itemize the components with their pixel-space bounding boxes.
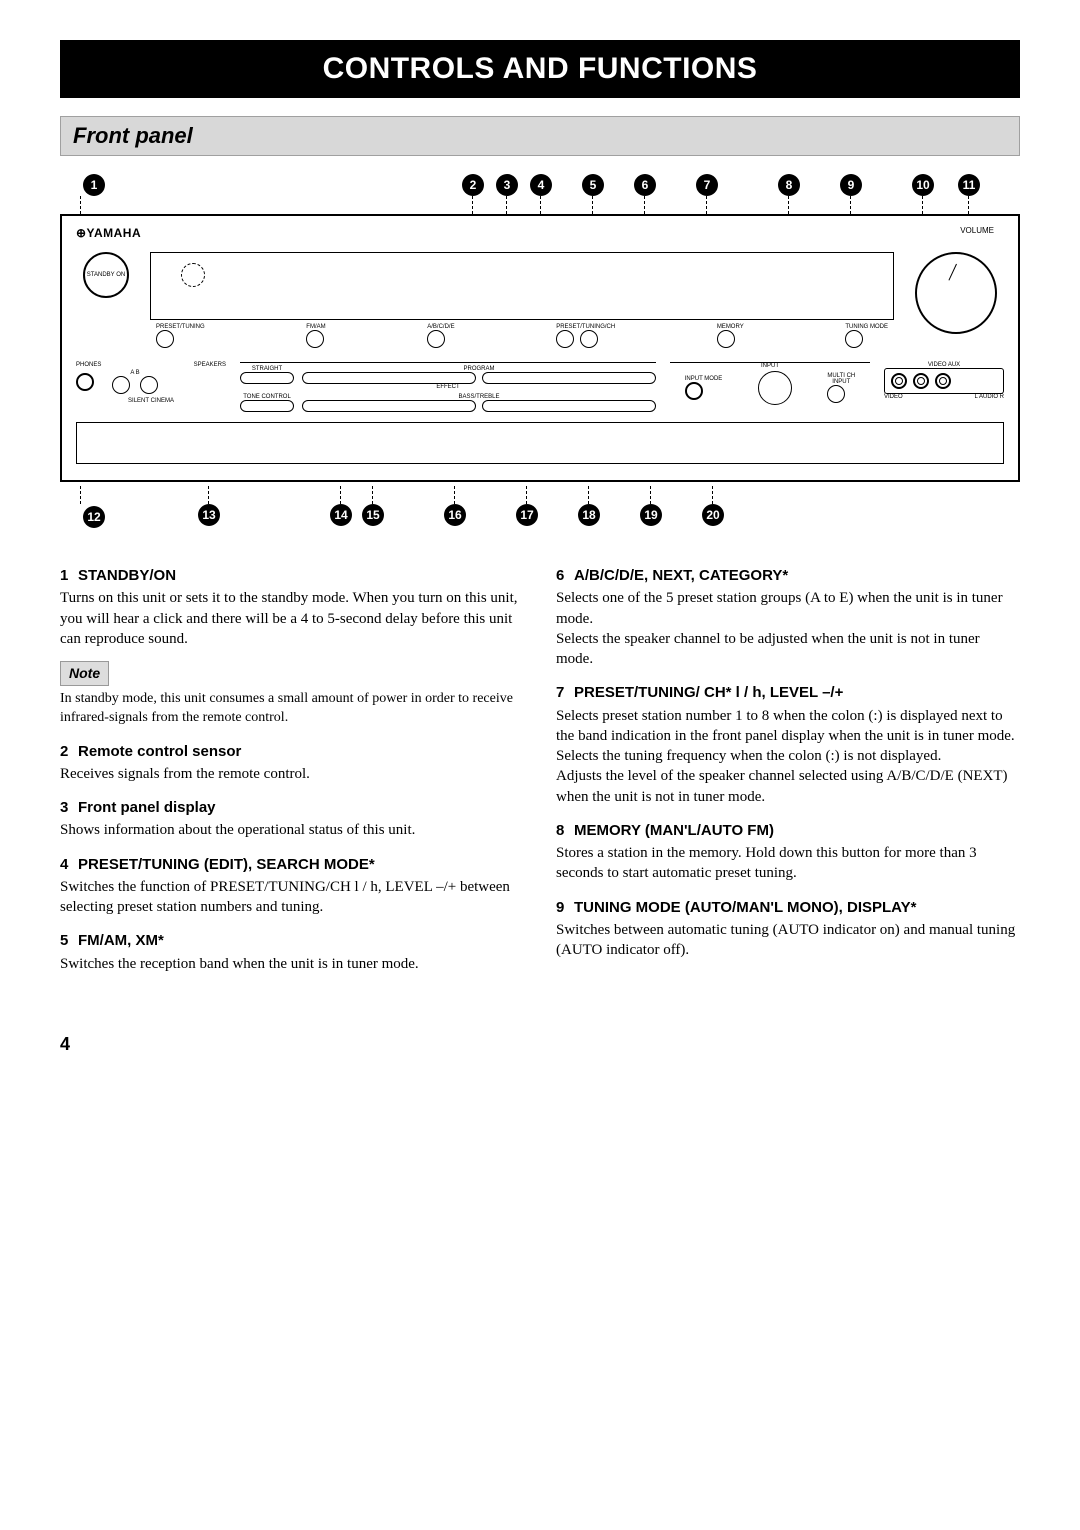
callout-4: 4 xyxy=(530,174,552,196)
abcde-knob xyxy=(427,330,445,348)
audio-lr-label: L AUDIO R xyxy=(975,394,1004,400)
item-6-head: 6A/B/C/D/E, NEXT, CATEGORY* xyxy=(556,566,1020,586)
callout-17: 17 xyxy=(516,504,538,526)
volume-knob xyxy=(915,252,997,334)
top-callout-row: 1 2 3 4 5 6 7 8 9 10 11 xyxy=(60,174,1020,214)
item-5-head: 5FM/AM, XM* xyxy=(60,931,524,951)
straight-btn xyxy=(240,372,294,384)
input-selector xyxy=(758,371,792,405)
callout-18: 18 xyxy=(578,504,600,526)
callout-16: 16 xyxy=(444,504,466,526)
callout-3: 3 xyxy=(496,174,518,196)
volume-label: VOLUME xyxy=(960,226,1004,235)
item-1-body: Turns on this unit or sets it to the sta… xyxy=(60,588,524,649)
item-2-body: Receives signals from the remote control… xyxy=(60,764,524,784)
item-9-body: Switches between automatic tuning (AUTO … xyxy=(556,920,1020,961)
program-up xyxy=(482,372,656,384)
item-9-head: 9TUNING MODE (AUTO/MAN'L MONO), DISPLAY* xyxy=(556,898,1020,918)
rca-r xyxy=(935,373,951,389)
preset-ch-up xyxy=(580,330,598,348)
standby-button: STANDBY ON xyxy=(83,252,129,298)
tone-label: TONE CONTROL xyxy=(240,394,294,400)
item-8-head: 8MEMORY (MAN'L/AUTO FM) xyxy=(556,821,1020,841)
display-window xyxy=(150,252,894,320)
callout-19: 19 xyxy=(640,504,662,526)
callout-9: 9 xyxy=(840,174,862,196)
item-5-body: Switches the reception band when the uni… xyxy=(60,954,524,974)
callout-20: 20 xyxy=(702,504,724,526)
phones-label: PHONES xyxy=(76,362,101,368)
input-label: INPUT xyxy=(670,362,870,369)
item-2-head: 2Remote control sensor xyxy=(60,742,524,762)
memory-knob xyxy=(717,330,735,348)
item-7-head: 7PRESET/TUNING/ CH* l / h, LEVEL –/+ xyxy=(556,683,1020,703)
speaker-a xyxy=(112,376,130,394)
callout-6: 6 xyxy=(634,174,656,196)
rca-video xyxy=(891,373,907,389)
front-door xyxy=(76,422,1004,464)
speaker-b xyxy=(140,376,158,394)
abcde-label: A/B/C/D/E xyxy=(427,324,454,330)
fmam-knob xyxy=(306,330,324,348)
callout-14: 14 xyxy=(330,504,352,526)
brand-label: ⊕YAMAHA xyxy=(76,226,141,240)
item-8-body: Stores a station in the memory. Hold dow… xyxy=(556,843,1020,884)
section-header: Front panel xyxy=(60,116,1020,156)
effect-label: EFFECT xyxy=(240,384,656,390)
item-3-body: Shows information about the operational … xyxy=(60,820,524,840)
callout-11: 11 xyxy=(958,174,980,196)
preset-tuning-label: PRESET/TUNING xyxy=(156,324,205,330)
callout-7: 7 xyxy=(696,174,718,196)
multi-label: MULTI CH INPUT xyxy=(827,373,855,385)
left-column: 1STANDBY/ON Turns on this unit or sets i… xyxy=(60,552,524,974)
item-4-body: Switches the function of PRESET/TUNING/C… xyxy=(60,877,524,918)
callout-8: 8 xyxy=(778,174,800,196)
program-down xyxy=(302,372,476,384)
input-mode-btn xyxy=(685,382,703,400)
tuning-mode-knob xyxy=(845,330,863,348)
note-body: In standby mode, this unit consumes a sm… xyxy=(60,690,524,728)
bass-down xyxy=(302,400,476,412)
item-7-body: Selects preset station number 1 to 8 whe… xyxy=(556,706,1020,807)
rca-l xyxy=(913,373,929,389)
phones-jack xyxy=(76,373,94,391)
tuning-mode-label: TUNING MODE xyxy=(845,324,888,330)
callout-10: 10 xyxy=(912,174,934,196)
item-1-head: 1STANDBY/ON xyxy=(60,566,524,586)
description-columns: 1STANDBY/ON Turns on this unit or sets i… xyxy=(60,552,1020,974)
callout-15: 15 xyxy=(362,504,384,526)
video-aux-jacks xyxy=(884,368,1004,394)
speakers-label: SPEAKERS xyxy=(194,362,226,368)
preset-ch-down xyxy=(556,330,574,348)
note-label: Note xyxy=(60,661,109,686)
item-6-body: Selects one of the 5 preset station grou… xyxy=(556,588,1020,669)
video-label: VIDEO xyxy=(884,394,903,400)
silent-label: SILENT CINEMA xyxy=(76,398,226,404)
tone-btn xyxy=(240,400,294,412)
page-title: CONTROLS AND FUNCTIONS xyxy=(60,40,1020,98)
item-4-head: 4PRESET/TUNING (EDIT), SEARCH MODE* xyxy=(60,855,524,875)
page-number: 4 xyxy=(60,1034,1020,1055)
right-column: 6A/B/C/D/E, NEXT, CATEGORY* Selects one … xyxy=(556,552,1020,974)
callout-1: 1 xyxy=(83,174,105,196)
front-panel-diagram: 1 2 3 4 5 6 7 8 9 10 11 ⊕YAMAHA VOLUME S… xyxy=(60,174,1020,528)
item-3-head: 3Front panel display xyxy=(60,798,524,818)
preset-tuning-knob xyxy=(156,330,174,348)
bass-up xyxy=(482,400,656,412)
bottom-callout-row: 12 13 14 15 16 17 18 19 20 xyxy=(60,486,1020,528)
device-panel: ⊕YAMAHA VOLUME STANDBY ON PRESET/TUNING … xyxy=(60,214,1020,482)
callout-2: 2 xyxy=(462,174,484,196)
input-mode-label: INPUT MODE xyxy=(685,376,723,382)
callout-12: 12 xyxy=(83,506,105,528)
multi-btn xyxy=(827,385,845,403)
callout-5: 5 xyxy=(582,174,604,196)
memory-label: MEMORY xyxy=(717,324,744,330)
fmam-label: FM/AM xyxy=(306,324,325,330)
callout-13: 13 xyxy=(198,504,220,526)
